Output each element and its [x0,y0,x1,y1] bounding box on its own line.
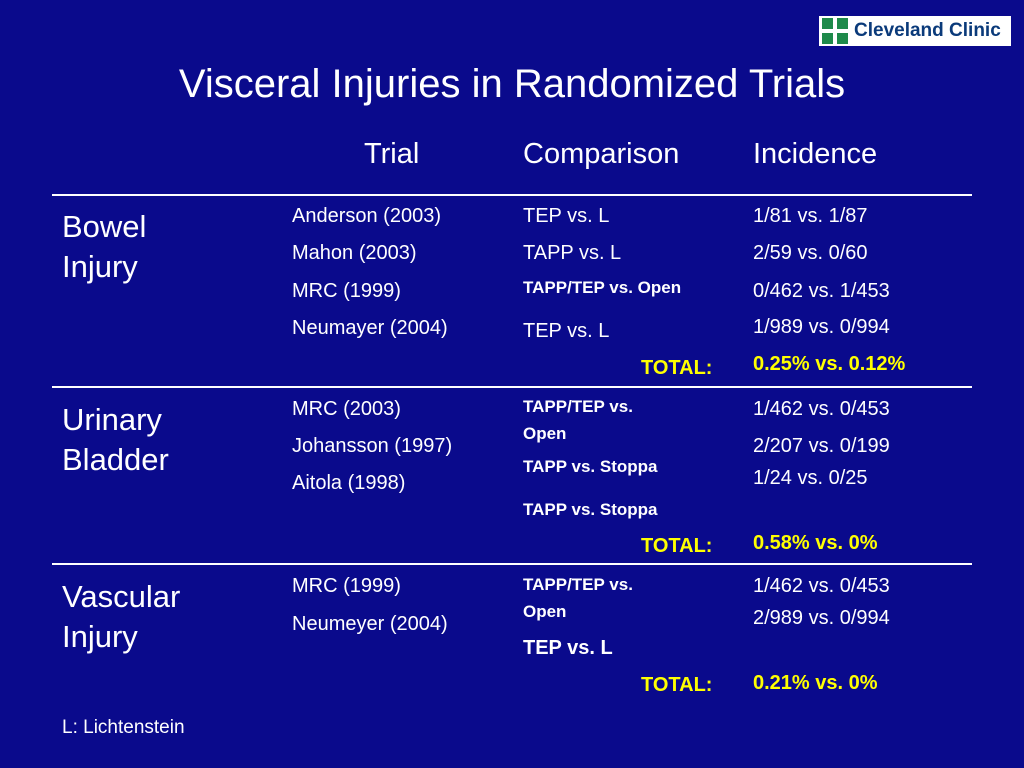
total-label: TOTAL: [641,535,713,557]
category-line: Bowel [62,209,147,244]
comparison-cell: TAPP/TEP vs. [523,575,633,594]
incidence-cell: 2/989 vs. 0/994 [753,607,890,629]
incidence-cell: 1/462 vs. 0/453 [753,398,890,420]
trial-cell: MRC (1999) [292,575,401,597]
incidence-cell: 0/462 vs. 1/453 [753,280,890,302]
total-value: 0.21% vs. 0% [753,672,878,694]
comparison-cell: TAPP/TEP vs. [523,397,633,416]
category-line: Urinary [62,402,162,437]
trial-cell: MRC (2003) [292,398,401,420]
incidence-cell: 1/81 vs. 1/87 [753,205,868,227]
logo-text: Cleveland Clinic [854,20,1001,41]
category-line: Bladder [62,442,169,477]
category-line: Injury [62,249,138,284]
total-value: 0.58% vs. 0% [753,532,878,554]
incidence-cell: 1/462 vs. 0/453 [753,575,890,597]
total-label: TOTAL: [641,674,713,696]
incidence-cell: 2/207 vs. 0/199 [753,435,890,457]
divider [52,386,972,388]
comparison-cell: TAPP/TEP vs. Open [523,278,682,297]
footnote: L: Lichtenstein [62,717,185,738]
trial-cell: Mahon (2003) [292,242,417,264]
comparison-cell: TAPP vs. L [523,242,622,264]
comparison-cell: TAPP vs. Stoppa [523,457,658,476]
incidence-cell: 1/989 vs. 0/994 [753,316,890,338]
trial-cell: Neumeyer (2004) [292,613,448,635]
header-comparison: Comparison [523,138,680,170]
comparison-cell: TEP vs. L [523,205,610,227]
slide-title: Visceral Injuries in Randomized Trials [178,62,846,106]
total-value: 0.25% vs. 0.12% [753,353,906,375]
incidence-cell: 1/24 vs. 0/25 [753,467,868,489]
comparison-cell: TEP vs. L [523,637,613,659]
divider [52,194,972,196]
category-line: Injury [62,619,138,654]
category-bowel-injury: Bowel Injury [62,207,282,287]
trial-cell: Neumayer (2004) [292,317,448,339]
category-line: Vascular [62,579,181,614]
category-urinary-bladder: Urinary Bladder [62,400,282,480]
total-label: TOTAL: [641,357,713,379]
category-vascular-injury: Vascular Injury [62,577,282,657]
cleveland-clinic-logo: Cleveland Clinic [819,16,1011,46]
trial-cell: MRC (1999) [292,280,401,302]
incidence-cell: 2/59 vs. 0/60 [753,242,868,264]
trial-cell: Aitola (1998) [292,472,406,494]
trial-cell: Johansson (1997) [292,435,453,457]
comparison-cell: TAPP vs. Stoppa [523,500,658,519]
header-incidence: Incidence [753,138,878,170]
header-trial: Trial [364,138,420,170]
comparison-cell: Open [523,424,567,443]
cross-icon [822,18,848,44]
trial-cell: Anderson (2003) [292,205,441,227]
divider [52,563,972,565]
comparison-cell: Open [523,602,567,621]
comparison-cell: TEP vs. L [523,320,610,342]
